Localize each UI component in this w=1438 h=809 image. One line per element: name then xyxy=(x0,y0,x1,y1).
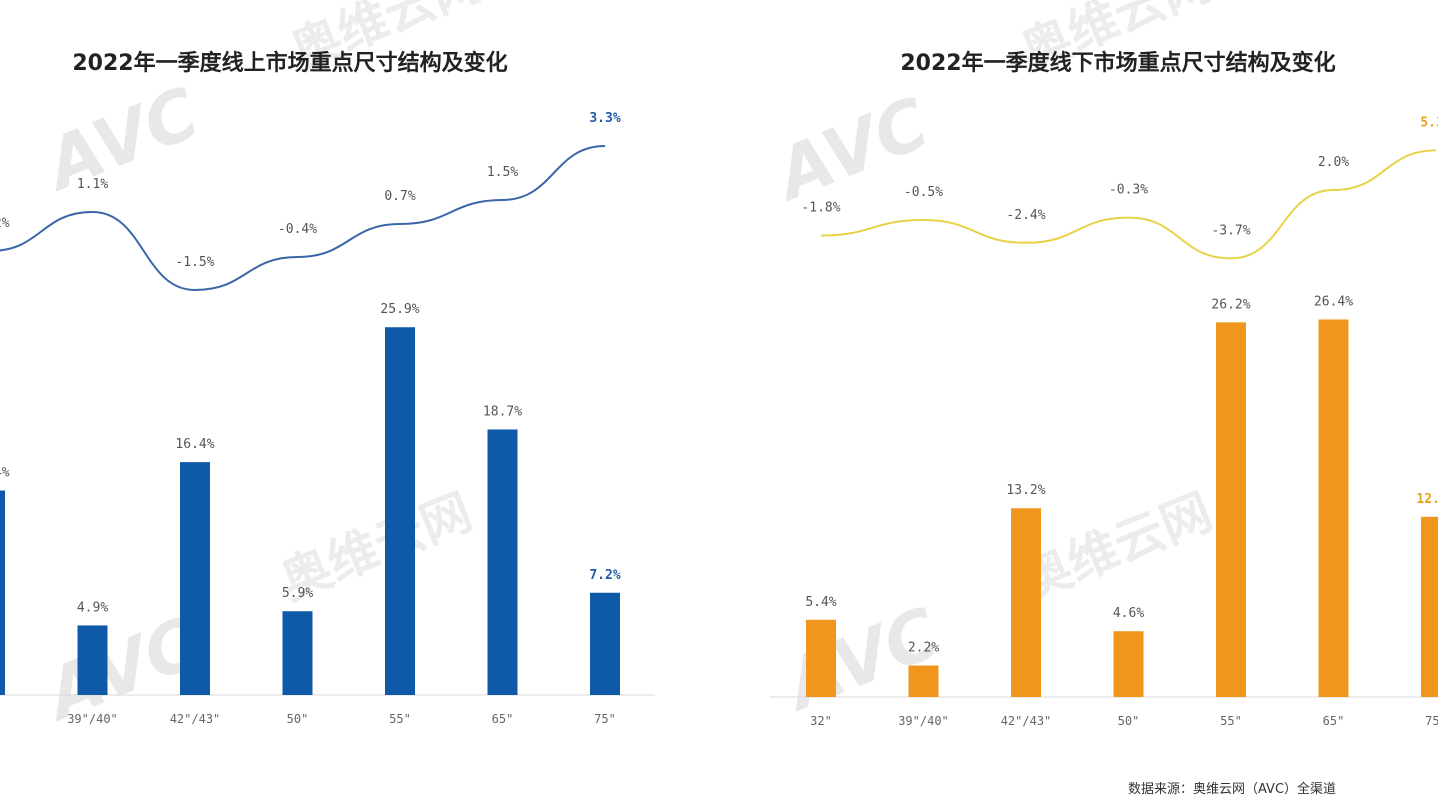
bar xyxy=(806,619,836,697)
bar xyxy=(180,462,210,695)
bar-data-label: 7.2% xyxy=(589,568,620,583)
bar-data-label: 26.2% xyxy=(1211,297,1250,312)
x-tick-label: 39"/40" xyxy=(67,712,118,726)
bar-data-label: 13.2% xyxy=(1006,483,1045,498)
bar xyxy=(282,611,313,695)
chart-title-online: 2022年一季度线上市场重点尺寸结构及变化 xyxy=(72,50,507,76)
bar xyxy=(1011,508,1041,697)
bar xyxy=(1113,631,1144,697)
bar xyxy=(487,429,518,695)
x-tick-label: 50" xyxy=(287,712,309,726)
bar-data-label: 16.4% xyxy=(175,437,214,452)
bar-data-label: 5.4% xyxy=(805,595,836,610)
bar xyxy=(908,665,939,697)
line-data-label: 0.7% xyxy=(384,189,415,204)
watermark-logo: AVC xyxy=(771,592,950,728)
bar-data-label: 26.4% xyxy=(1314,294,1353,309)
chart-title-offline: 2022年一季度线下市场重点尺寸结构及变化 xyxy=(900,50,1335,76)
bar xyxy=(1318,319,1349,697)
x-tick-label: 42"/43" xyxy=(170,712,221,726)
x-tick-label: 32" xyxy=(0,712,1,726)
line-data-label: 5.3% xyxy=(1420,115,1438,130)
bar-data-label: 4.6% xyxy=(1113,606,1144,621)
line-data-label: 3.3% xyxy=(589,111,620,126)
bar-data-label: 14.4% xyxy=(0,466,10,481)
x-tick-label: 39"/40" xyxy=(898,714,949,728)
x-tick-label: 55" xyxy=(389,712,411,726)
line-data-label: 1.5% xyxy=(487,165,518,180)
bar-data-label: 2.2% xyxy=(908,641,939,656)
line-data-label: -0.5% xyxy=(904,185,943,200)
bar xyxy=(590,592,620,695)
watermark-brand: 奥维云网 xyxy=(1013,482,1220,611)
bar-data-label: 25.9% xyxy=(380,302,419,317)
line-data-label: -0.2% xyxy=(0,216,10,231)
x-tick-label: 75" xyxy=(1425,714,1438,728)
line-data-label: -0.3% xyxy=(1109,183,1148,198)
x-tick-label: 32" xyxy=(810,714,832,728)
source-note: 数据来源：奥维云网（AVC）全渠道 xyxy=(1128,781,1336,797)
bar xyxy=(1216,322,1246,697)
line-data-label: -3.7% xyxy=(1211,223,1250,238)
bar-data-label: 18.7% xyxy=(483,404,522,419)
bar-data-label: 5.9% xyxy=(282,586,313,601)
x-tick-label: 55" xyxy=(1220,714,1242,728)
line-data-label: -1.8% xyxy=(801,201,840,216)
x-tick-label: 50" xyxy=(1118,714,1140,728)
x-tick-label: 65" xyxy=(492,712,514,726)
growth-line xyxy=(0,145,606,292)
growth-line xyxy=(820,149,1437,260)
bar xyxy=(0,490,5,695)
x-tick-label: 75" xyxy=(594,712,616,726)
bar-data-label: 4.9% xyxy=(77,600,108,615)
line-data-label: 1.1% xyxy=(77,177,108,192)
line-data-label: -2.4% xyxy=(1006,208,1045,223)
watermark-logo: AVC xyxy=(31,72,210,208)
bar xyxy=(77,625,108,695)
x-tick-label: 65" xyxy=(1323,714,1345,728)
bar xyxy=(1421,516,1438,697)
line-data-label: -0.4% xyxy=(278,222,317,237)
line-data-label: 2.0% xyxy=(1318,155,1349,170)
bar xyxy=(385,327,415,695)
x-tick-label: 42"/43" xyxy=(1001,714,1052,728)
bar-data-label: 12.6% xyxy=(1416,492,1438,507)
line-data-label: -1.5% xyxy=(175,255,214,270)
